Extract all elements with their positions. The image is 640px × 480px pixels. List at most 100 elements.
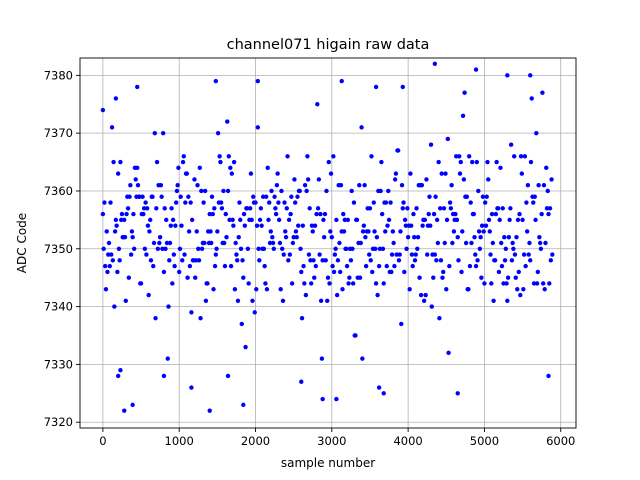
data-point	[455, 235, 460, 240]
data-point	[487, 229, 492, 234]
data-point	[372, 229, 377, 234]
data-point	[381, 281, 386, 286]
data-point	[267, 200, 272, 205]
data-point	[148, 217, 153, 223]
data-point	[532, 194, 537, 199]
data-point	[152, 130, 157, 136]
data-point	[305, 177, 311, 182]
data-point	[281, 252, 286, 257]
data-point	[457, 171, 463, 176]
data-point	[246, 281, 251, 286]
data-point	[126, 275, 132, 280]
data-point	[357, 182, 362, 188]
data-point	[117, 258, 122, 263]
data-point	[341, 211, 346, 217]
data-point	[526, 252, 531, 257]
data-point	[151, 240, 157, 246]
data-point	[277, 240, 283, 246]
data-point	[350, 246, 355, 251]
data-point	[104, 229, 109, 234]
data-point	[371, 200, 376, 205]
data-point	[113, 217, 119, 223]
data-point	[159, 194, 164, 199]
data-point	[298, 246, 303, 251]
data-point	[160, 130, 166, 136]
data-point	[459, 269, 464, 275]
data-point	[531, 281, 537, 286]
data-point	[221, 188, 226, 194]
data-point	[442, 240, 447, 246]
data-point	[218, 200, 224, 205]
data-point	[110, 258, 116, 263]
data-point	[299, 269, 304, 275]
data-point	[338, 182, 344, 188]
data-point	[318, 211, 323, 217]
data-point	[144, 206, 150, 211]
data-point	[165, 356, 170, 361]
data-point	[234, 258, 240, 263]
data-point	[124, 211, 129, 217]
data-point	[316, 177, 322, 182]
data-point	[154, 159, 160, 165]
data-point	[412, 258, 418, 263]
data-point	[158, 182, 164, 188]
data-point	[368, 258, 373, 263]
data-point	[151, 263, 156, 269]
data-point	[287, 252, 293, 257]
data-point	[367, 252, 372, 257]
data-point	[415, 235, 421, 240]
data-point	[276, 217, 282, 223]
data-point	[219, 206, 225, 211]
data-point	[193, 258, 199, 263]
data-point	[334, 217, 339, 223]
data-point	[255, 125, 260, 130]
data-point	[444, 287, 449, 292]
data-point	[106, 240, 112, 246]
x-tick-label: 2000	[241, 434, 270, 448]
data-point	[543, 240, 548, 246]
data-point	[379, 211, 385, 217]
data-point	[188, 200, 193, 205]
data-point	[325, 275, 331, 280]
data-point	[390, 229, 396, 234]
data-point	[388, 200, 393, 205]
data-point	[360, 356, 365, 361]
data-point	[214, 246, 219, 251]
data-point	[321, 217, 326, 223]
data-point	[447, 263, 452, 269]
data-point	[407, 287, 412, 292]
data-point	[449, 182, 454, 188]
data-point	[473, 252, 478, 257]
data-point	[463, 240, 469, 246]
data-point	[511, 246, 516, 251]
data-point	[495, 206, 501, 211]
data-point	[454, 154, 459, 159]
data-point	[350, 281, 356, 286]
data-point	[160, 246, 165, 251]
data-point	[469, 240, 474, 246]
data-point	[294, 235, 299, 240]
data-point	[106, 252, 111, 257]
data-point	[468, 200, 473, 205]
data-point	[157, 240, 162, 246]
data-point	[307, 206, 312, 211]
data-point	[380, 246, 386, 251]
data-point	[164, 240, 170, 246]
y-tick-label: 7340	[44, 300, 73, 314]
data-point	[238, 217, 243, 223]
data-point	[222, 240, 227, 246]
data-point	[321, 235, 327, 240]
data-point	[435, 240, 441, 246]
data-point	[275, 171, 280, 176]
data-point	[101, 246, 106, 251]
data-point	[504, 281, 509, 286]
x-tick-label: 0	[99, 434, 106, 448]
y-tick-label: 7370	[44, 126, 73, 140]
data-points	[100, 61, 555, 413]
data-point	[312, 223, 318, 228]
data-point	[251, 194, 256, 199]
data-point	[405, 206, 410, 211]
data-point	[486, 217, 492, 223]
data-point	[271, 246, 277, 251]
data-point	[396, 148, 401, 153]
